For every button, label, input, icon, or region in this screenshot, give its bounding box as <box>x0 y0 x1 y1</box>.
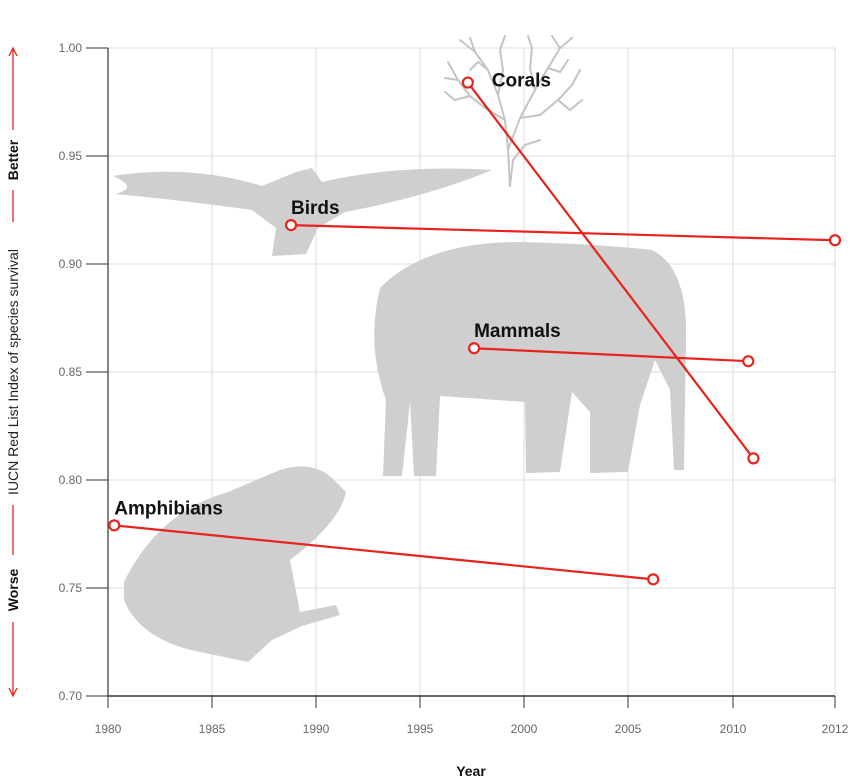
data-point <box>461 76 474 89</box>
x-tick-label: 2012 <box>822 722 849 736</box>
series-line <box>291 224 836 242</box>
data-point <box>284 219 298 232</box>
elephant-silhouette <box>374 242 687 476</box>
data-point <box>828 234 842 247</box>
better-arrow-icon <box>8 46 18 130</box>
series-birds: Birds <box>284 198 842 247</box>
x-tick-label: 2005 <box>615 722 642 736</box>
series-label: Corals <box>492 71 551 92</box>
bird-silhouette <box>113 168 492 256</box>
x-tick-label: 2000 <box>511 722 538 736</box>
series-label: Amphibians <box>114 498 223 519</box>
series-label: Birds <box>291 198 340 219</box>
series-line <box>466 81 755 460</box>
y-tick-label: 0.70 <box>59 689 83 703</box>
y-axis-label-group: IUCN Red List Index of species survival … <box>5 46 21 698</box>
y-tick-label: 0.95 <box>59 149 83 163</box>
series-line <box>474 347 749 363</box>
silhouettes <box>113 35 687 662</box>
x-tick-label: 1995 <box>407 722 434 736</box>
x-tick-label: 2010 <box>720 722 747 736</box>
series-label: Mammals <box>474 321 561 342</box>
series-amphibians: Amphibians <box>108 498 660 586</box>
y-axis-worse-label: Worse <box>5 569 21 612</box>
series-corals: Corals <box>461 71 760 465</box>
y-tick-label: 0.75 <box>59 581 83 595</box>
coral-silhouette <box>444 35 583 187</box>
y-axis-better-label: Better <box>5 139 21 180</box>
data-point <box>747 452 760 465</box>
frog-silhouette <box>124 466 346 662</box>
y-tick-label: 0.85 <box>59 365 83 379</box>
series: Corals Birds Mammals Amphibians <box>108 71 842 586</box>
y-tick-label: 1.00 <box>59 41 83 55</box>
series-mammals: Mammals <box>467 321 755 368</box>
series-line <box>114 524 654 581</box>
tick-labels: 1980 1985 1990 1995 2000 2005 2010 2012 0.70 0.75… <box>59 41 849 736</box>
y-axis-label: IUCN Red List Index of species survival <box>5 249 21 495</box>
data-point <box>742 355 755 368</box>
x-tick-label: 1980 <box>95 722 122 736</box>
x-tick-label: 1990 <box>303 722 330 736</box>
axes <box>86 47 836 708</box>
y-tick-label: 0.80 <box>59 473 83 487</box>
x-tick-label: 1985 <box>199 722 226 736</box>
worse-arrow-icon <box>8 622 18 698</box>
data-point <box>647 573 660 586</box>
data-point <box>108 519 121 532</box>
data-point <box>467 342 481 355</box>
y-tick-label: 0.90 <box>59 257 83 271</box>
x-axis-label: Year <box>456 763 486 779</box>
